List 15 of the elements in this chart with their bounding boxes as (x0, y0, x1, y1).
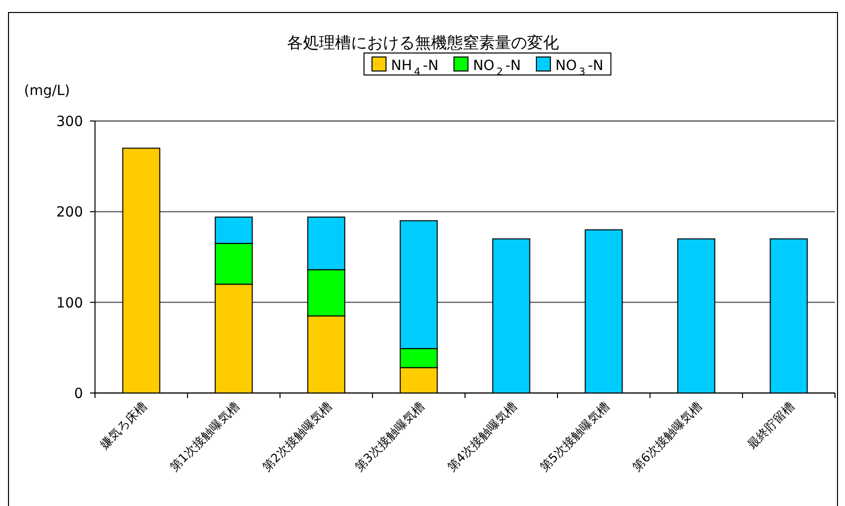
x-tick-label: 嫌気ろ床槽 (97, 399, 150, 452)
y-tick-label: 300 (56, 114, 83, 130)
y-tick-label: 0 (74, 386, 83, 402)
y-tick-label: 200 (56, 204, 83, 221)
x-tick-label: 第1次接触曝気槽 (167, 399, 242, 474)
legend-label: NH$_{4}$-N (391, 58, 438, 78)
x-tick-label: 第3次接触曝気槽 (352, 399, 427, 474)
x-tick-label: 最終貯留槽 (744, 399, 797, 452)
y-tick-label: 100 (56, 295, 83, 312)
y-axis-title: (mg/L) (24, 83, 70, 99)
x-tick-label: 第6次接触曝気槽 (630, 399, 704, 474)
x-tick-label: 第4次接触曝気槽 (444, 399, 520, 474)
x-tick-label: 第5次接触曝気槽 (537, 399, 612, 474)
x-tick-label: 第2次接触曝気槽 (260, 399, 334, 474)
chart-title: 各処理槽における無機態窒素量の変化 (287, 33, 559, 52)
